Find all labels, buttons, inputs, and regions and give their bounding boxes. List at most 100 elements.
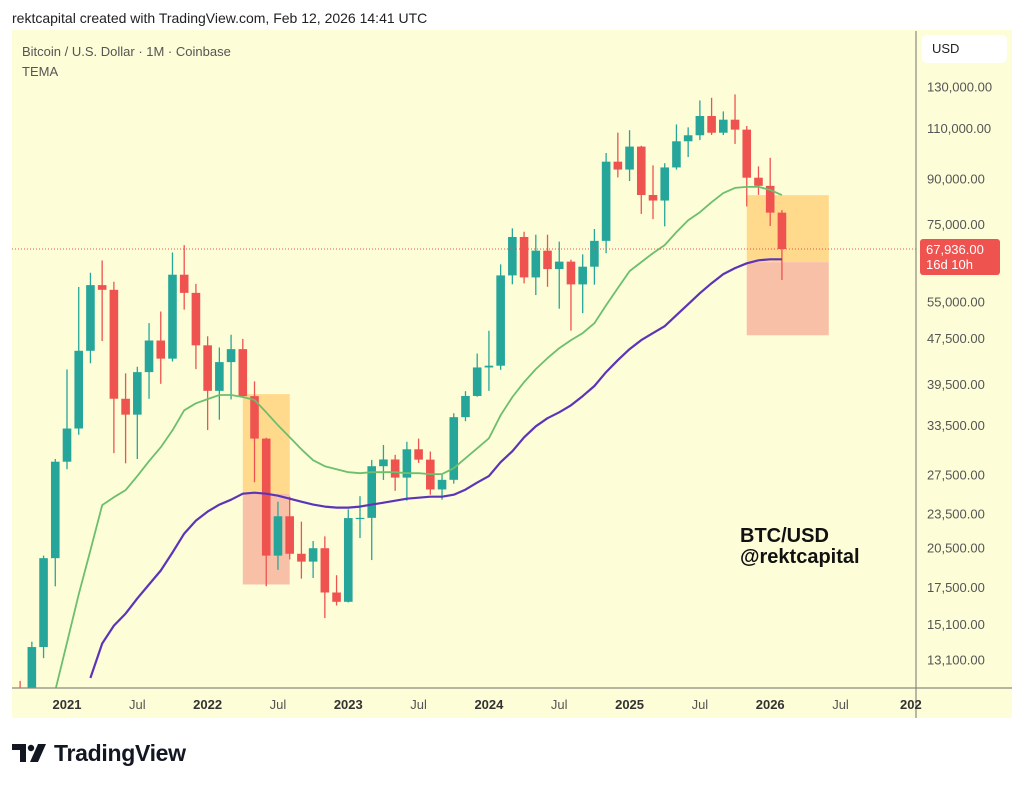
candle xyxy=(273,501,283,570)
logo-text: TradingView xyxy=(54,739,186,766)
candle xyxy=(578,254,587,314)
candle-body xyxy=(449,417,459,480)
candle-body xyxy=(543,250,552,270)
tema-fast-line xyxy=(54,185,783,688)
price-tick-label: 110,000.00 xyxy=(927,121,991,136)
time-tick-label: Jul xyxy=(410,697,427,712)
candle xyxy=(695,100,705,141)
price-tick-label: 27,500.00 xyxy=(927,467,985,482)
candle xyxy=(226,334,236,400)
candle-body xyxy=(86,285,95,351)
candle-body xyxy=(613,161,623,170)
tema-slow-line xyxy=(89,258,782,679)
candle xyxy=(519,231,529,284)
candle-body xyxy=(554,261,564,270)
candle xyxy=(250,381,259,483)
candle xyxy=(449,413,459,484)
time-tick-label: 2024 xyxy=(474,697,504,712)
candle-body xyxy=(226,349,236,363)
time-tick-label: Jul xyxy=(832,697,849,712)
candle-body xyxy=(719,119,728,133)
candle xyxy=(379,444,388,480)
bar-countdown: 16d 10h xyxy=(926,257,973,273)
candle xyxy=(168,252,177,362)
candle xyxy=(683,127,693,158)
indicator-title[interactable]: TEMA xyxy=(22,64,59,79)
chart-annotation: BTC/USD @rektcapital xyxy=(740,526,860,568)
time-tick-label: Jul xyxy=(692,697,709,712)
tradingview-logo[interactable]: TradingView xyxy=(12,738,186,768)
annotation-author: @rektcapital xyxy=(740,546,860,568)
candle-body xyxy=(402,449,412,478)
candle xyxy=(531,234,541,296)
price-tick-label: 130,000.00 xyxy=(927,80,992,95)
price-tick-label: 17,500.00 xyxy=(927,580,985,595)
candle-body xyxy=(379,459,388,467)
candle-body xyxy=(238,349,248,397)
time-tick-label: 202 xyxy=(900,697,922,712)
candle xyxy=(343,509,353,603)
candle-body xyxy=(578,266,587,285)
symbol-title[interactable]: Bitcoin / U.S. Dollar · 1M · Coinbase xyxy=(22,44,231,59)
candle xyxy=(414,438,423,463)
price-tick-label: 39,500.00 xyxy=(927,377,985,392)
candle-body xyxy=(519,236,529,278)
candle xyxy=(754,166,763,195)
candle-body xyxy=(683,135,693,142)
candle xyxy=(39,555,48,659)
candle xyxy=(133,366,142,460)
candle xyxy=(484,330,494,391)
candle-body xyxy=(97,285,107,290)
candle-body xyxy=(168,274,177,359)
candle-body xyxy=(320,548,330,593)
candle-body xyxy=(16,689,25,708)
candle-body xyxy=(367,466,377,518)
price-tick-label: 13,100.00 xyxy=(927,653,985,668)
candle xyxy=(508,228,517,285)
candle xyxy=(707,97,716,135)
candle-body xyxy=(50,461,60,559)
candle xyxy=(144,323,154,399)
candle xyxy=(543,234,552,287)
last-price-value: 67,936.00 xyxy=(926,242,984,258)
candle xyxy=(496,264,505,370)
candle-body xyxy=(144,340,154,373)
candle-body xyxy=(472,367,482,396)
candle-body xyxy=(660,167,670,201)
candle-body xyxy=(695,115,705,136)
candle xyxy=(636,145,646,214)
time-tick-label: Jul xyxy=(129,697,146,712)
price-tick-label: 47,500.00 xyxy=(927,331,985,346)
candle-body xyxy=(390,459,400,478)
chart-legend: Bitcoin / U.S. Dollar · 1M · Coinbase TE… xyxy=(22,42,231,82)
time-tick-label: 2025 xyxy=(615,697,644,712)
candle-body xyxy=(496,275,505,366)
candle-body xyxy=(273,516,283,556)
candle xyxy=(590,229,599,285)
candle xyxy=(730,94,740,144)
candle-body xyxy=(414,449,423,460)
candle xyxy=(320,536,330,619)
candle-body xyxy=(27,647,37,688)
time-tick-label: 2023 xyxy=(334,697,363,712)
candle xyxy=(238,338,248,397)
candle xyxy=(625,130,634,182)
currency-button[interactable]: USD xyxy=(922,35,1007,63)
chart-area[interactable] xyxy=(12,30,1012,718)
candle xyxy=(261,437,271,587)
candle xyxy=(472,353,482,397)
candle xyxy=(461,391,470,422)
candle xyxy=(554,241,564,309)
candle-body xyxy=(308,548,318,562)
time-axis[interactable]: 2021 Jul 2022 Jul 2023 Jul 2024 Jul 2025 Jul 2026 J… xyxy=(53,697,922,712)
tradingview-logo-icon xyxy=(12,744,46,762)
candle-body xyxy=(601,161,611,241)
candle-body xyxy=(215,362,224,391)
candle-body xyxy=(707,115,716,133)
price-axis[interactable]: 130,000.00 110,000.00 90,000.00 75,000.00 55… xyxy=(927,80,992,668)
candle xyxy=(74,287,84,435)
price-tick-label: 90,000.00 xyxy=(927,171,985,186)
candle-body xyxy=(343,518,353,602)
candle-body xyxy=(742,129,752,178)
